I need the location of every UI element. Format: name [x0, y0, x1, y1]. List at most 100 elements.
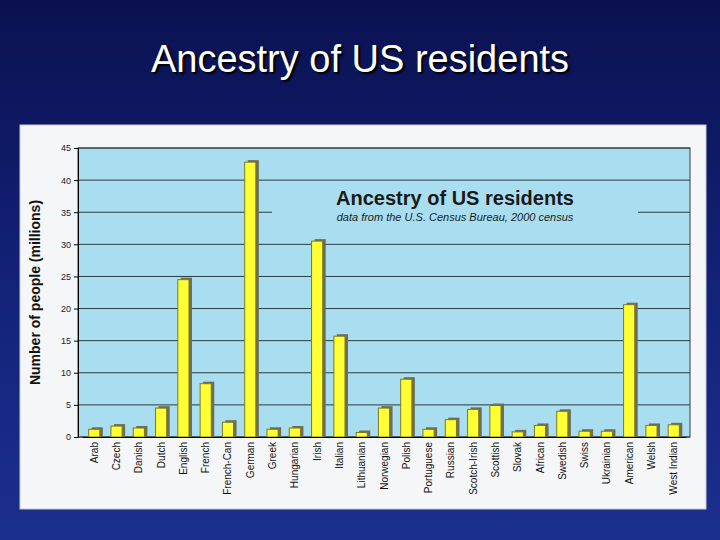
chart-subtitle: data from the U.S. Census Bureau, 2000 c… — [337, 211, 574, 223]
grid-line — [78, 148, 690, 149]
bar — [178, 280, 189, 437]
y-tick: 15 — [61, 336, 78, 346]
slide: Ancestry of US residentsAncestry of US r… — [0, 0, 720, 540]
y-tick-mark — [74, 437, 78, 438]
bar — [289, 428, 300, 437]
x-axis: Arab Czech Danish Dutch English French French-… — [83, 437, 687, 495]
y-tick-mark — [74, 212, 78, 213]
grid — [78, 148, 690, 437]
x-tick: Greek — [267, 437, 278, 469]
x-tick: Hungarian — [289, 437, 300, 488]
y-tick-label: 15 — [61, 336, 71, 346]
x-tick-label: Polish — [401, 442, 412, 469]
x-tick-label: African — [535, 442, 546, 473]
x-tick: Swedish — [557, 437, 568, 480]
chart-title: Ancestry of US residents — [336, 187, 574, 209]
bar — [312, 241, 323, 437]
x-tick: French — [200, 437, 211, 473]
bar — [624, 305, 635, 437]
y-tick: 25 — [61, 272, 78, 282]
grid-line — [78, 244, 690, 245]
x-tick: Portuguese — [423, 437, 434, 493]
y-tick-mark — [74, 373, 78, 374]
y-tick: 10 — [61, 368, 78, 378]
grid-line — [78, 340, 690, 341]
x-tick-label: Danish — [133, 442, 144, 473]
x-tick-label: English — [178, 442, 189, 475]
x-tick: American — [624, 437, 635, 484]
x-tick-label: Arab — [89, 442, 100, 464]
x-tick-label: Dutch — [156, 442, 167, 468]
y-tick-mark — [74, 276, 78, 277]
y-tick: 20 — [61, 304, 78, 314]
x-tick-label: Portuguese — [423, 442, 434, 494]
x-tick-label: Welsh — [646, 442, 657, 470]
y-tick-label: 35 — [61, 208, 71, 218]
x-tick-label: German — [245, 442, 256, 478]
y-tick: 45 — [61, 143, 78, 153]
bar — [222, 422, 233, 437]
x-tick: Swiss — [579, 437, 590, 468]
bar — [111, 426, 122, 437]
x-tick: Irish — [312, 437, 323, 461]
x-tick: Scottish — [490, 437, 501, 478]
y-tick-label: 40 — [61, 175, 71, 185]
x-tick: Polish — [401, 437, 412, 469]
y-tick-label: 45 — [61, 143, 71, 153]
bar — [89, 429, 100, 437]
bars — [89, 160, 683, 437]
bar — [534, 425, 545, 437]
x-tick-label: Irish — [312, 442, 323, 461]
x-tick-label: Greek — [267, 441, 278, 469]
y-axis: 051015202530354045 — [61, 143, 79, 442]
y-tick-label: 30 — [61, 240, 71, 250]
x-tick: English — [178, 437, 189, 475]
bar — [401, 379, 412, 437]
x-axis-line — [83, 437, 687, 438]
y-tick: 40 — [61, 175, 78, 185]
x-tick-label: Ukrainian — [601, 442, 612, 484]
chart-panel — [20, 125, 706, 509]
x-tick-label: Scottish — [490, 442, 501, 478]
x-tick: Welsh — [646, 437, 657, 470]
y-axis-line — [74, 149, 79, 438]
y-tick-mark — [74, 405, 78, 406]
bar — [579, 431, 590, 437]
y-axis-title: Number of people (millions) — [27, 200, 43, 385]
y-tick-mark — [74, 244, 78, 245]
y-tick-mark — [74, 309, 78, 310]
y-tick-label: 20 — [61, 304, 71, 314]
bar — [267, 429, 278, 437]
bar — [356, 433, 367, 437]
x-tick-label: French — [200, 442, 211, 473]
bar — [334, 336, 345, 437]
y-tick-mark — [74, 148, 78, 149]
x-tick: Danish — [133, 437, 144, 473]
x-tick: Ukrainian — [601, 437, 612, 484]
y-tick-mark — [74, 341, 78, 342]
grid-line — [78, 372, 690, 373]
y-tick-label: 0 — [66, 432, 71, 442]
x-tick-label: Czech — [111, 442, 122, 470]
x-tick: Lithuanian — [356, 437, 367, 488]
x-tick-label: Italian — [334, 442, 345, 469]
y-tick: 0 — [66, 432, 78, 442]
y-tick: 35 — [61, 208, 78, 218]
bar — [423, 429, 434, 437]
bar — [445, 420, 456, 437]
bar — [200, 384, 211, 437]
y-tick-mark — [74, 180, 78, 181]
y-tick-label: 10 — [61, 368, 71, 378]
x-tick: Slovak — [512, 437, 523, 472]
grid-line — [78, 308, 690, 309]
x-tick-label: Swedish — [557, 442, 568, 480]
x-tick: Italian — [334, 437, 345, 469]
bar — [133, 428, 144, 437]
grid-line — [78, 404, 690, 405]
bar — [156, 408, 167, 437]
x-tick-label: Russian — [445, 442, 456, 478]
x-tick: Scotch-Irish — [468, 437, 479, 495]
x-tick-label: French-Can — [222, 442, 233, 495]
plot-area — [78, 148, 690, 437]
y-tick: 30 — [61, 240, 78, 250]
